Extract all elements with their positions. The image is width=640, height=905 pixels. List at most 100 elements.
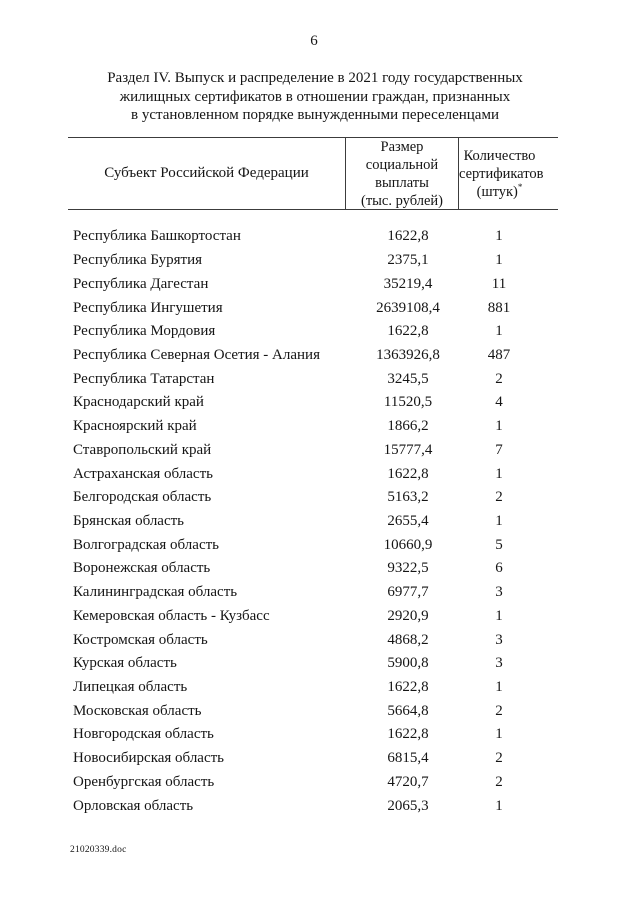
payment-cell: 1622,8 bbox=[387, 228, 429, 245]
payment-cell: 1622,8 bbox=[387, 679, 429, 696]
table-row: Республика Бурятия 2375,1 1 bbox=[68, 249, 558, 273]
table-row: Кемеровская область - Кузбасс 2920,9 1 bbox=[68, 605, 558, 629]
region-cell: Оренбургская область bbox=[73, 773, 215, 790]
table-row: Астраханская область 1622,8 1 bbox=[68, 462, 558, 486]
payment-cell: 2065,3 bbox=[387, 797, 429, 814]
region-cell: Республика Татарстан bbox=[73, 370, 215, 387]
payment-cell: 9322,5 bbox=[387, 560, 429, 577]
certificates-cell: 2 bbox=[495, 370, 503, 387]
table-row: Республика Дагестан 35219,4 11 bbox=[68, 272, 558, 296]
table-row: Брянская область 2655,4 1 bbox=[68, 510, 558, 534]
certificates-cell: 2 bbox=[495, 489, 503, 506]
table-row: Республика Северная Осетия - Алания 13639… bbox=[68, 344, 558, 368]
certificates-cell: 2 bbox=[495, 773, 503, 790]
certificates-cell: 487 bbox=[487, 346, 511, 363]
column-header-certificates: Количество сертификатов (штук)* bbox=[458, 138, 558, 209]
certificates-cell: 881 bbox=[487, 299, 511, 316]
payment-cell: 5163,2 bbox=[387, 489, 429, 506]
certificates-cell: 7 bbox=[495, 441, 503, 458]
payment-cell: 6815,4 bbox=[387, 750, 429, 767]
table-row: Республика Башкортостан 1622,8 1 bbox=[68, 225, 558, 249]
table-row: Московская область 5664,8 2 bbox=[68, 699, 558, 723]
table-row: Новосибирская область 6815,4 2 bbox=[68, 747, 558, 771]
certificates-cell: 3 bbox=[495, 655, 503, 672]
region-cell: Новгородская область bbox=[73, 726, 214, 743]
payment-cell: 2655,4 bbox=[387, 512, 429, 529]
payment-cell: 5664,8 bbox=[387, 702, 429, 719]
certificates-cell: 1 bbox=[495, 797, 503, 814]
region-cell: Волгоградская область bbox=[73, 536, 219, 553]
table-header-row: Субъект Российской Федерации Размер соци… bbox=[68, 137, 558, 210]
certificates-header-units: (штук) bbox=[476, 183, 518, 200]
payment-cell: 2920,9 bbox=[387, 607, 429, 624]
table-row: Ставропольский край 15777,4 7 bbox=[68, 438, 558, 462]
payment-cell: 2639108,4 bbox=[376, 299, 440, 316]
certificates-cell: 6 bbox=[495, 560, 503, 577]
certificates-cell: 1 bbox=[495, 512, 503, 529]
payment-cell: 4868,2 bbox=[387, 631, 429, 648]
payment-header-line: социальной bbox=[365, 156, 439, 173]
payment-cell: 11520,5 bbox=[383, 394, 433, 411]
certificates-cell: 1 bbox=[495, 228, 503, 245]
document-title: Раздел IV. Выпуск и распределение в 2021… bbox=[0, 69, 630, 125]
certificates-cell: 11 bbox=[491, 275, 507, 292]
region-cell: Белгородская область bbox=[73, 489, 212, 506]
page-number: 6 bbox=[310, 33, 318, 49]
footer-filename: 21020339.doc bbox=[70, 845, 127, 855]
certificates-cell: 1 bbox=[495, 252, 503, 269]
certificates-cell: 1 bbox=[495, 607, 503, 624]
region-cell: Астраханская область bbox=[73, 465, 213, 482]
payment-cell: 1622,8 bbox=[387, 465, 429, 482]
region-cell: Брянская область bbox=[73, 512, 185, 529]
payment-cell: 1622,8 bbox=[387, 323, 429, 340]
certificates-header-line: Количество bbox=[463, 147, 536, 164]
table-row: Калининградская область 6977,7 3 bbox=[68, 581, 558, 605]
certificates-cell: 2 bbox=[495, 702, 503, 719]
table-row: Республика Мордовия 1622,8 1 bbox=[68, 320, 558, 344]
title-line-2: жилищных сертификатов в отношении гражда… bbox=[119, 88, 511, 105]
region-cell: Воронежская область bbox=[73, 560, 211, 577]
payment-header-line: выплаты bbox=[375, 174, 429, 191]
column-header-payment: Размер социальной выплаты (тыс. рублей) bbox=[345, 138, 458, 209]
table-row: Воронежская область 9322,5 6 bbox=[68, 557, 558, 581]
region-cell: Ставропольский край bbox=[73, 441, 212, 458]
certificates-cell: 5 bbox=[495, 536, 503, 553]
payment-cell: 3245,5 bbox=[387, 370, 429, 387]
region-cell: Республика Мордовия bbox=[73, 323, 216, 340]
region-cell: Московская область bbox=[73, 702, 202, 719]
payment-cell: 1622,8 bbox=[387, 726, 429, 743]
table-row: Курская область 5900,8 3 bbox=[68, 652, 558, 676]
payment-cell: 5900,8 bbox=[387, 655, 429, 672]
certificates-cell: 3 bbox=[495, 631, 503, 648]
region-cell: Республика Северная Осетия - Алания bbox=[73, 346, 320, 363]
certificates-header-line: (штук)* bbox=[459, 182, 540, 201]
certificates-header-line: сертификатов bbox=[459, 165, 544, 182]
certificates-cell: 1 bbox=[495, 323, 503, 340]
payment-cell: 35219,4 bbox=[383, 275, 433, 292]
certificates-cell: 1 bbox=[495, 726, 503, 743]
region-cell: Краснодарский край bbox=[73, 394, 204, 411]
table-row: Краснодарский край 11520,5 4 bbox=[68, 391, 558, 415]
payment-cell: 15777,4 bbox=[383, 441, 433, 458]
region-cell: Новосибирская область bbox=[73, 750, 225, 767]
region-cell: Республика Башкортостан bbox=[73, 228, 241, 245]
payment-cell: 1866,2 bbox=[387, 418, 429, 435]
payment-cell: 2375,1 bbox=[387, 252, 429, 269]
certificates-cell: 4 bbox=[495, 394, 503, 411]
table-row: Липецкая область 1622,8 1 bbox=[68, 676, 558, 700]
table-row: Оренбургская область 4720,7 2 bbox=[68, 771, 558, 795]
table-row: Новгородская область 1622,8 1 bbox=[68, 723, 558, 747]
table-row: Республика Татарстан 3245,5 2 bbox=[68, 367, 558, 391]
table-body: Республика Башкортостан 1622,8 1 Республика… bbox=[68, 210, 558, 818]
table-row: Костромская область 4868,2 3 bbox=[68, 628, 558, 652]
region-cell: Орловская область bbox=[73, 797, 194, 814]
payment-cell: 6977,7 bbox=[387, 584, 429, 601]
certificates-cell: 2 bbox=[495, 750, 503, 767]
payment-cell: 10660,9 bbox=[383, 536, 433, 553]
certificates-cell: 1 bbox=[495, 465, 503, 482]
table-row: Белгородская область 5163,2 2 bbox=[68, 486, 558, 510]
region-cell: Кемеровская область - Кузбасс bbox=[73, 607, 270, 624]
certificates-cell: 1 bbox=[495, 418, 503, 435]
certificates-cell: 3 bbox=[495, 584, 503, 601]
payment-cell: 1363926,8 bbox=[376, 346, 440, 363]
